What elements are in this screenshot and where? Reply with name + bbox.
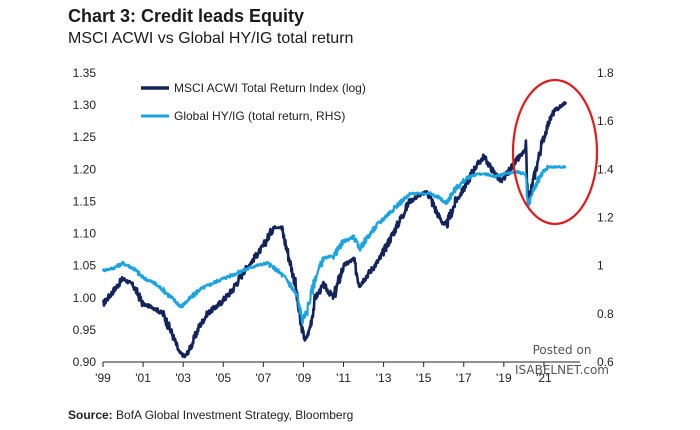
left-y-tick-label: 1.00 (73, 291, 97, 305)
x-tick-label: '17 (456, 371, 472, 385)
x-tick-label: '05 (215, 371, 231, 385)
x-tick-label: '07 (256, 371, 272, 385)
source-text: BofA Global Investment Strategy, Bloombe… (116, 408, 354, 422)
left-y-axis: 0.90 0.95 1.00 1.05 1.10 1.15 1.20 1.25 1.30 1.35 (73, 66, 97, 369)
left-y-tick-label: 1.20 (73, 162, 97, 176)
x-tick-label: '03 (175, 371, 191, 385)
right-y-tick-label: 0.8 (597, 307, 614, 321)
left-y-tick-label: 0.95 (73, 323, 97, 337)
source-note: Source: BofA Global Investment Strategy,… (68, 408, 353, 422)
x-tick-label: '99 (95, 371, 111, 385)
watermark-line1: Posted on (532, 343, 592, 357)
left-y-tick-label: 1.30 (73, 98, 97, 112)
x-tick-label: '01 (135, 371, 151, 385)
right-y-tick-label: 0.6 (597, 355, 614, 369)
chart-title: Chart 3: Credit leads Equity (68, 6, 305, 26)
left-y-tick-label: 1.15 (73, 194, 97, 208)
x-tick-label: '15 (416, 371, 432, 385)
legend-label-msci: MSCI ACWI Total Return Index (log) (174, 81, 366, 95)
series-line-msci-acwi (101, 101, 568, 359)
legend-label-hyig: Global HY/IG (total return, RHS) (174, 109, 345, 123)
right-y-tick-label: 1 (597, 259, 604, 273)
watermark: Posted on ISABELNET.com (502, 344, 622, 376)
chart-subtitle: MSCI ACWI vs Global HY/IG total return (68, 30, 354, 47)
series-lines (101, 101, 568, 359)
left-y-tick-label: 1.05 (73, 259, 97, 273)
x-tick-label: '09 (296, 371, 312, 385)
series-line-global-hy-ig (101, 164, 567, 325)
right-y-tick-label: 1.4 (597, 162, 614, 176)
left-y-tick-label: 1.10 (73, 227, 97, 241)
x-tick-label: '13 (376, 371, 392, 385)
right-y-tick-label: 1.6 (597, 114, 614, 128)
left-y-tick-label: 1.35 (73, 66, 97, 80)
right-y-axis: 0.6 0.8 1 1.2 1.4 1.6 1.8 (597, 66, 614, 369)
x-tick-label: '19 (496, 371, 512, 385)
watermark-line2: ISABELNET.com (515, 363, 609, 377)
left-y-tick-label: 1.25 (73, 130, 97, 144)
left-y-tick-label: 0.90 (73, 355, 97, 369)
x-axis: '99 '01 '03 '05 '07 '09 '11 '13 '15 '17 '19 '21 (95, 362, 552, 385)
x-tick-label: '11 (336, 371, 351, 385)
highlight-ellipse (511, 78, 599, 226)
right-y-tick-label: 1.2 (597, 211, 614, 225)
legend: MSCI ACWI Total Return Index (log) Global… (141, 81, 366, 123)
source-label: Source: (68, 408, 113, 422)
x-tick-label: '21 (536, 371, 552, 385)
right-y-tick-label: 1.8 (597, 66, 614, 80)
